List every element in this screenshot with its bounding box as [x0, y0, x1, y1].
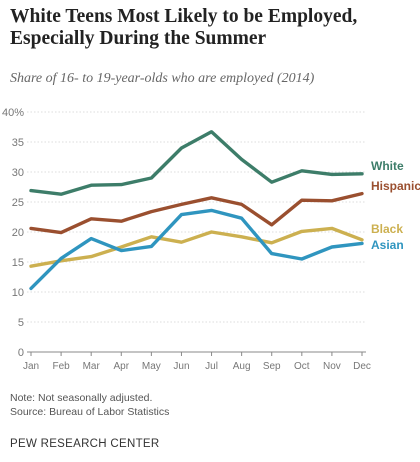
x-tick-label: Oct — [294, 361, 310, 372]
y-tick-label: 5 — [18, 317, 24, 329]
org-credit: PEW RESEARCH CENTER — [10, 438, 160, 450]
series-line-black — [29, 226, 364, 268]
x-tick-label: Apr — [113, 361, 129, 372]
y-tick-label: 30 — [12, 167, 24, 179]
y-tick-label: 40% — [2, 107, 24, 119]
y-tick-label: 20 — [12, 227, 24, 239]
series-line-hispanic — [29, 191, 364, 235]
series-label-black: Black — [371, 222, 403, 236]
series-label-white: White — [371, 159, 404, 173]
x-tick-label: Jan — [23, 361, 39, 372]
x-tick-label: Feb — [52, 361, 70, 372]
x-tick-label: Dec — [353, 361, 371, 372]
series-line-white — [29, 130, 364, 196]
chart-gridlines — [27, 111, 366, 353]
series-labels: White Hispanic Black Asian — [371, 159, 420, 252]
y-tick-label: 15 — [12, 257, 24, 269]
x-tick-label: Aug — [233, 361, 251, 372]
chart-title: White Teens Most Likely to be Employed, … — [10, 6, 358, 49]
series-label-asian: Asian — [371, 238, 404, 252]
y-tick-label: 25 — [12, 197, 24, 209]
x-tick-label: Nov — [323, 361, 341, 372]
chart-subtitle: Share of 16- to 19-year-olds who are emp… — [10, 71, 315, 86]
series-lines — [29, 130, 364, 291]
y-tick-label: 0 — [18, 347, 24, 359]
series-label-hispanic: Hispanic — [371, 179, 420, 193]
series-line-asian — [29, 208, 364, 291]
x-axis: Jan Feb Mar Apr May Jun Jul Aug Sep Oct Nov Dec — [23, 352, 371, 372]
x-tick-label: Mar — [83, 361, 101, 372]
chart-note: Note: Not seasonally adjusted. — [10, 392, 153, 404]
x-tick-label: Jul — [205, 361, 218, 372]
chart-source: Source: Bureau of Labor Statistics — [10, 406, 170, 418]
x-tick-label: May — [142, 361, 161, 372]
y-tick-label: 35 — [12, 137, 24, 149]
x-tick-label: Sep — [263, 361, 281, 372]
x-tick-label: Jun — [173, 361, 189, 372]
y-axis: 0 5 10 15 20 25 30 35 40% — [2, 107, 24, 359]
y-tick-label: 10 — [12, 287, 24, 299]
